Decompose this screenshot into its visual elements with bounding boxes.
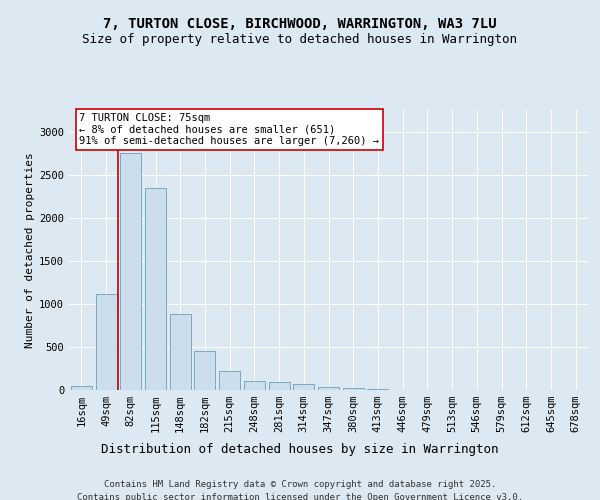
Bar — [367, 388, 388, 390]
Text: Distribution of detached houses by size in Warrington: Distribution of detached houses by size … — [101, 442, 499, 456]
Y-axis label: Number of detached properties: Number of detached properties — [25, 152, 35, 348]
Bar — [71, 386, 92, 390]
Text: Contains public sector information licensed under the Open Government Licence v3: Contains public sector information licen… — [77, 492, 523, 500]
Bar — [219, 372, 240, 390]
Bar — [170, 314, 191, 390]
Text: Size of property relative to detached houses in Warrington: Size of property relative to detached ho… — [83, 32, 517, 46]
Bar — [244, 380, 265, 390]
Bar — [343, 388, 364, 390]
Text: 7 TURTON CLOSE: 75sqm
← 8% of detached houses are smaller (651)
91% of semi-deta: 7 TURTON CLOSE: 75sqm ← 8% of detached h… — [79, 113, 379, 146]
Bar — [293, 384, 314, 390]
Bar — [194, 351, 215, 390]
Text: 7, TURTON CLOSE, BIRCHWOOD, WARRINGTON, WA3 7LU: 7, TURTON CLOSE, BIRCHWOOD, WARRINGTON, … — [103, 18, 497, 32]
Bar — [95, 294, 116, 390]
Bar — [318, 386, 339, 390]
Bar — [120, 153, 141, 390]
Bar — [145, 188, 166, 390]
Bar — [269, 382, 290, 390]
Text: Contains HM Land Registry data © Crown copyright and database right 2025.: Contains HM Land Registry data © Crown c… — [104, 480, 496, 489]
